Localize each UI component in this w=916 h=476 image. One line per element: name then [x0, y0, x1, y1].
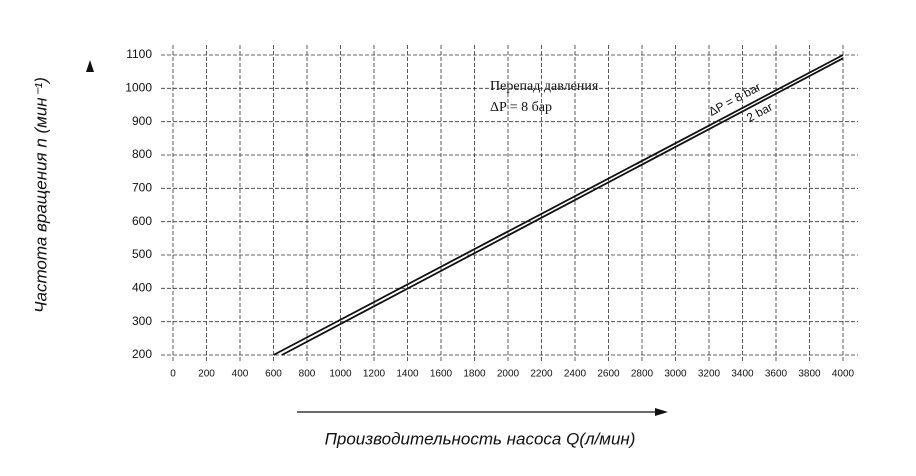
x-tick-label: 2800	[631, 369, 654, 380]
line	[273, 54, 844, 356]
y-tick-label: 300	[132, 314, 152, 328]
y-tick-label: 1000	[125, 81, 152, 95]
x-tick-label: 3400	[731, 369, 754, 380]
x-tick-label: 200	[198, 369, 215, 380]
y-tick-label: 900	[132, 114, 152, 128]
x-tick-label: 2400	[564, 369, 587, 380]
x-tick-label: 4000	[832, 369, 855, 380]
x-tick-label: 2000	[497, 369, 520, 380]
legend-label: 2 bar	[744, 100, 775, 125]
x-tick-label: 1800	[463, 369, 486, 380]
y-arrow-head	[86, 60, 94, 72]
y-tick-label: 600	[132, 214, 152, 228]
y-tick-label: 200	[132, 347, 152, 361]
x-tick-label: 1000	[329, 369, 352, 380]
x-arrow-head	[655, 408, 668, 416]
x-tick-label: 1400	[396, 369, 419, 380]
x-tick-label: 3000	[664, 369, 687, 380]
x-tick-label: 3600	[765, 369, 788, 380]
annotation: Перепад давления	[490, 79, 599, 94]
annotation: ΔP = 8 бар	[490, 100, 552, 115]
x-tick-label: 3800	[798, 369, 821, 380]
y-tick-label: 1100	[126, 47, 152, 61]
y-tick-label: 700	[132, 181, 152, 195]
line	[281, 57, 844, 356]
x-tick-label: 400	[232, 369, 249, 380]
x-tick-label: 2200	[530, 369, 553, 380]
x-axis-title: Производительность насоса Q(л/мин)	[325, 429, 636, 448]
x-tick-label: 800	[299, 369, 316, 380]
y-tick-label: 500	[132, 247, 152, 261]
y-tick-label: 400	[132, 281, 152, 295]
x-tick-label: 3200	[698, 369, 721, 380]
x-tick-label: 1600	[430, 369, 453, 380]
y-axis-title: Частота вращения n (мин⁻¹)	[31, 77, 50, 313]
x-tick-label: 1200	[363, 369, 386, 380]
x-tick-label: 2600	[597, 369, 620, 380]
x-tick-label: 0	[170, 369, 176, 380]
y-tick-label: 800	[132, 147, 152, 161]
x-tick-label: 600	[265, 369, 282, 380]
